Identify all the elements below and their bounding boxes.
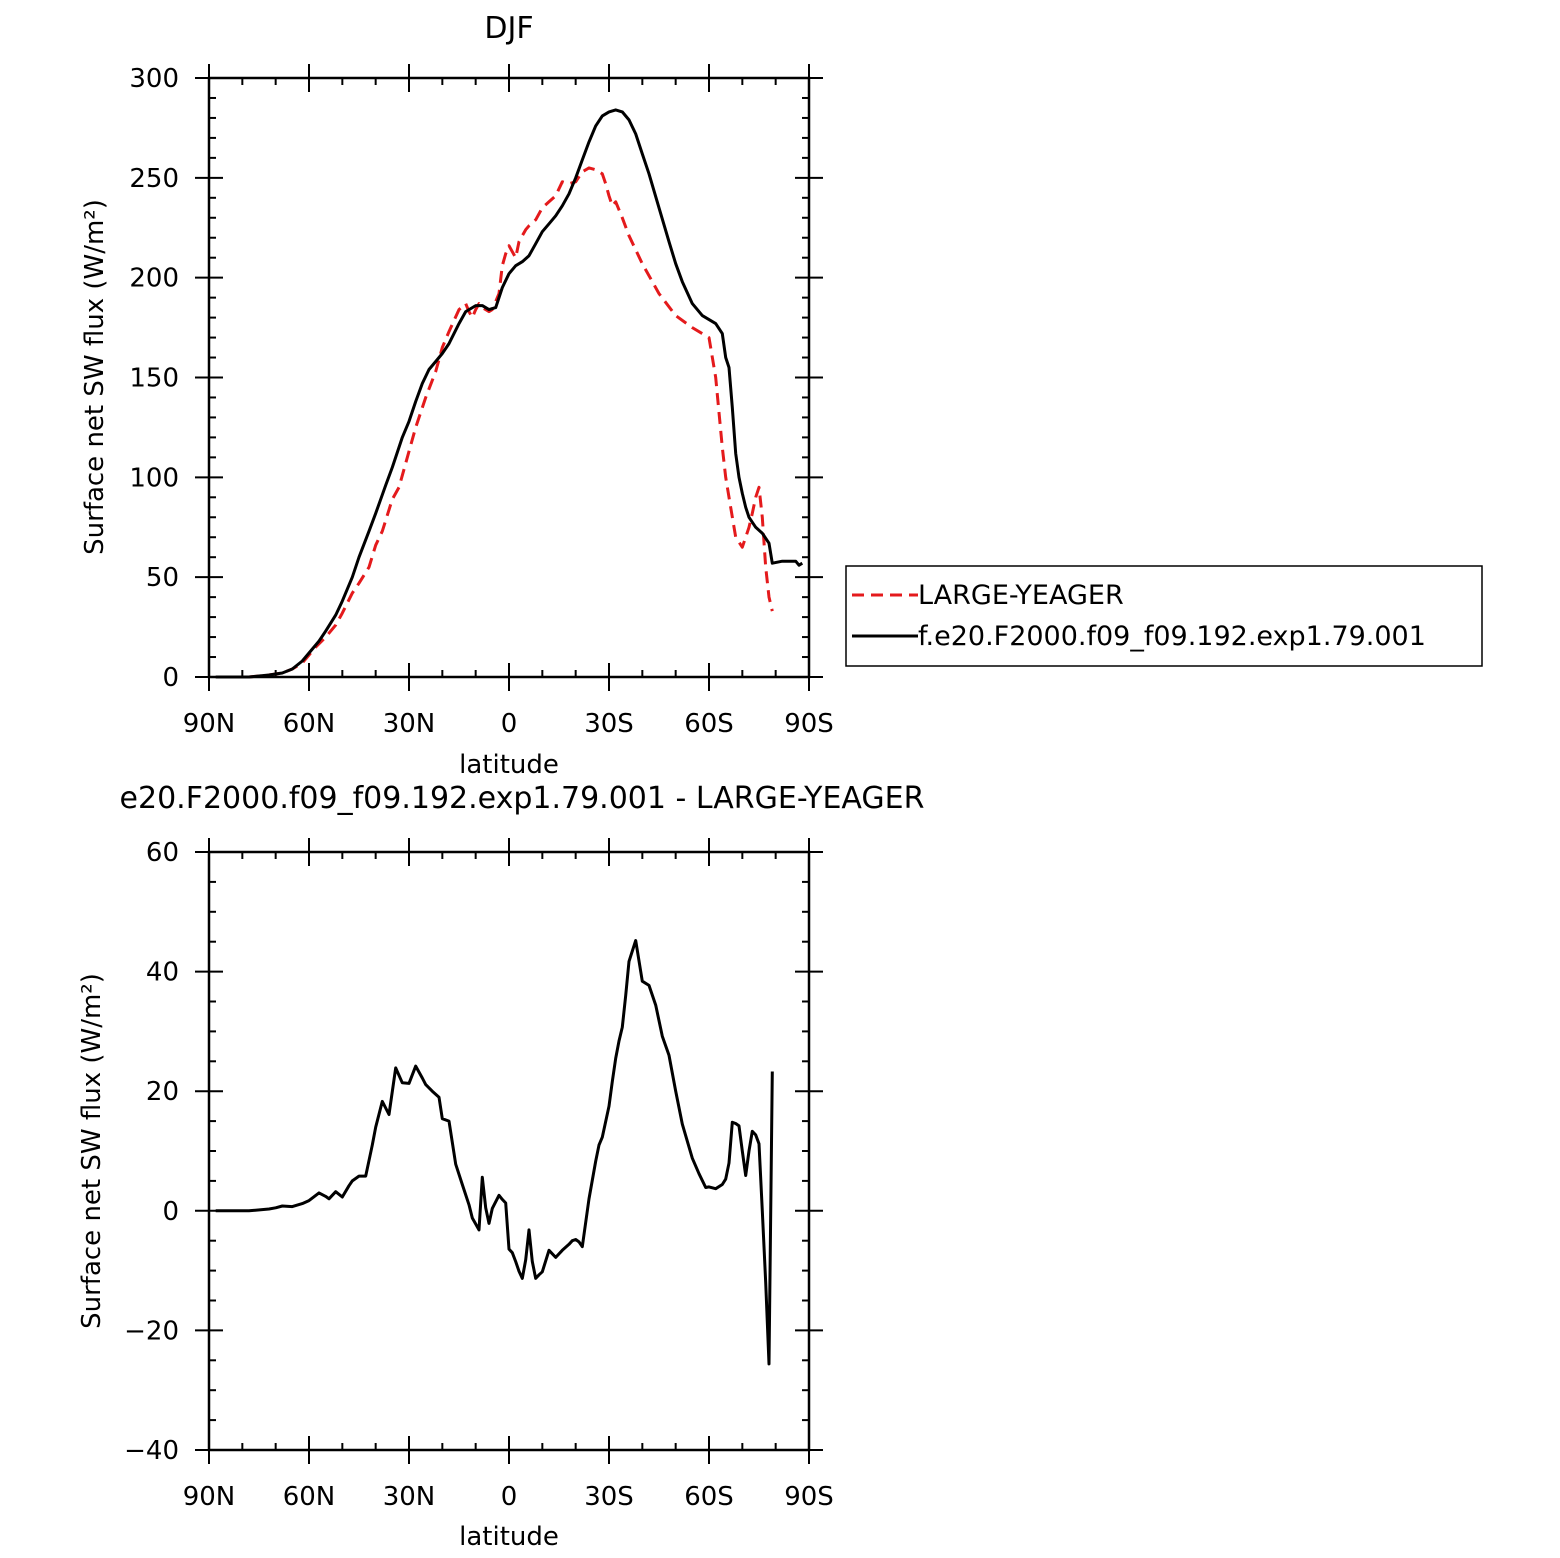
legend: LARGE-YEAGER f.e20.F2000.f09_f09.192.exp… xyxy=(845,565,1483,667)
bottom-series-line-0 xyxy=(215,939,774,1366)
legend-box xyxy=(845,565,1483,667)
top-panel-series xyxy=(215,108,804,679)
bottom-panel-xlabel: latitude xyxy=(459,1522,559,1552)
top-panel: DJF 0 50 100 150 200 250 300 90N 60N 30N 0 30S 60S 90… xyxy=(80,11,1483,780)
top-ytick-label: 100 xyxy=(129,463,179,493)
top-ytick-label: 50 xyxy=(146,563,179,593)
bottom-xtick-label: 60S xyxy=(684,1482,734,1512)
top-xtick-label: 30N xyxy=(383,709,436,739)
bottom-panel-series xyxy=(215,939,774,1366)
top-xtick-label: 90N xyxy=(183,709,236,739)
top-xtick-label: 30S xyxy=(584,709,634,739)
top-series-line-0 xyxy=(248,166,774,679)
bottom-ytick-label: 40 xyxy=(146,958,179,988)
bottom-panel-ylabel: Surface net SW flux (W/m²) xyxy=(77,973,107,1329)
bottom-ytick-label: −20 xyxy=(124,1316,179,1346)
bottom-panel-frame xyxy=(207,850,811,1452)
top-xtick-label: 0 xyxy=(501,709,518,739)
bottom-xtick-label: 90S xyxy=(784,1482,834,1512)
top-panel-title: DJF xyxy=(484,11,533,46)
bottom-ytick-label: −40 xyxy=(124,1436,179,1466)
top-ytick-label: 150 xyxy=(129,364,179,394)
top-series-line-1 xyxy=(215,108,804,679)
legend-label-large-yeager: LARGE-YEAGER xyxy=(918,580,1124,611)
legend-label-model: f.e20.F2000.f09_f09.192.exp1.79.001 xyxy=(918,621,1426,652)
bottom-ytick-label: 60 xyxy=(146,838,179,868)
top-xtick-label: 60S xyxy=(684,709,734,739)
bottom-panel: e20.F2000.f09_f09.192.exp1.79.001 - LARG… xyxy=(77,781,924,1552)
bottom-xtick-label: 30S xyxy=(584,1482,634,1512)
top-ytick-label: 300 xyxy=(129,64,179,94)
bottom-xtick-label: 30N xyxy=(383,1482,436,1512)
top-ytick-label: 250 xyxy=(129,164,179,194)
top-panel-ylabel: Surface net SW flux (W/m²) xyxy=(80,199,110,555)
bottom-ytick-label: 20 xyxy=(146,1077,179,1107)
bottom-xtick-label: 0 xyxy=(501,1482,518,1512)
bottom-panel-title: e20.F2000.f09_f09.192.exp1.79.001 - LARG… xyxy=(120,781,925,816)
top-panel-xlabel: latitude xyxy=(459,750,559,780)
bottom-xtick-label: 90N xyxy=(183,1482,236,1512)
bottom-xtick-label: 60N xyxy=(283,1482,336,1512)
top-ytick-label: 200 xyxy=(129,264,179,294)
top-ytick-label: 0 xyxy=(162,663,179,693)
top-panel-frame xyxy=(207,76,811,679)
bottom-ytick-label: 0 xyxy=(162,1197,179,1227)
top-xtick-label: 60N xyxy=(283,709,336,739)
top-panel-ticks: 0 50 100 150 200 250 300 90N 60N 30N 0 30S 60S 90S xyxy=(129,64,834,739)
top-xtick-label: 90S xyxy=(784,709,834,739)
